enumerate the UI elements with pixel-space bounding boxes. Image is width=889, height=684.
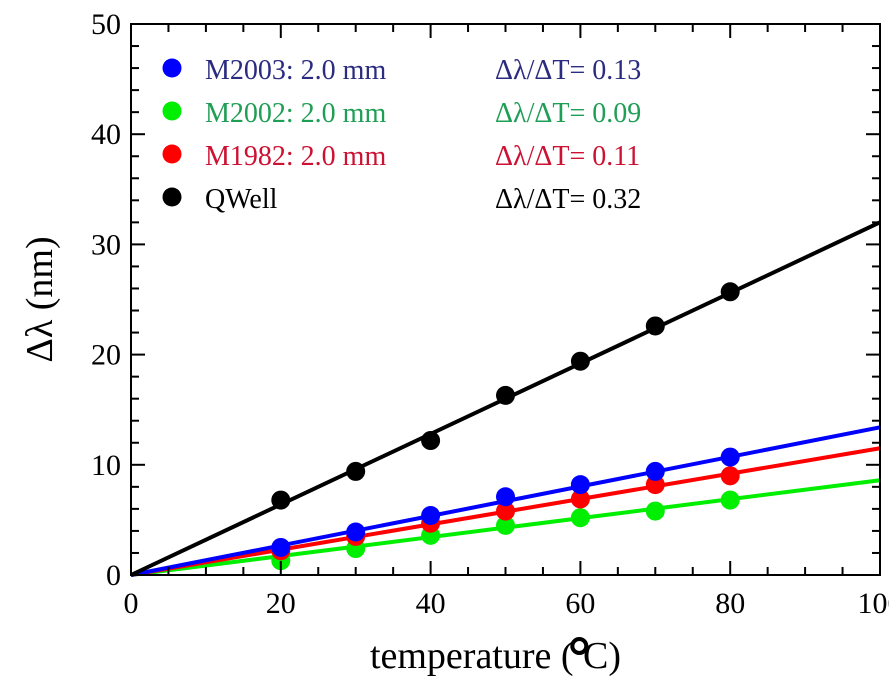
legend-slope: Δλ/ΔT= 0.09 [495,98,641,129]
data-point [346,461,366,481]
legend-marker [162,187,182,207]
data-point [271,490,291,510]
x-tick-label: 100 [858,587,889,620]
x-axis-title-text: temperature ( [370,635,574,677]
legend-slope: Δλ/ΔT= 0.32 [495,184,641,215]
data-point [496,501,515,521]
x-tick-label: 20 [266,587,296,620]
x-axis-title: temperature ( C) [370,635,621,677]
data-point [346,522,366,542]
y-axis-title: Δλ (nm) [19,236,61,362]
data-point [496,385,515,405]
data-point [720,447,740,467]
data-point [645,501,665,521]
data-point [421,505,441,525]
data-point [421,431,441,451]
data-point [271,537,291,557]
data-point [496,515,515,535]
y-tick-label: 20 [91,339,121,372]
data-point [645,475,665,495]
legend-label: M1982: 2.0 mm [205,141,386,172]
data-point [496,487,515,507]
data-point [720,466,740,486]
x-tick-label: 0 [124,587,139,620]
tick-labels: 0 20 40 60 80 100 0 10 20 30 40 50 [91,8,889,620]
y-tick-label: 40 [91,118,121,151]
data-point [645,316,665,336]
data-point [720,490,740,510]
data-point [570,489,590,509]
x-tick-label: 80 [715,587,745,620]
legend-marker [162,101,182,121]
data-points [271,282,740,571]
data-point [570,508,590,528]
legend-label: M2003: 2.0 mm [205,55,386,86]
y-tick-label: 50 [91,8,121,41]
legend-marker [162,58,182,78]
legend-slope: Δλ/ΔT= 0.11 [495,141,640,172]
data-point [645,461,665,481]
y-tick-label: 30 [91,228,121,261]
legend-label: QWell [205,184,278,215]
x-axis-title-unit: C) [583,635,621,677]
legend: M2003: 2.0 mm Δλ/ΔT= 0.13 M2002: 2.0 mm Δλ/… [162,55,641,215]
legend-label: M2002: 2.0 mm [205,98,386,129]
data-point [570,351,590,371]
degree-symbol [570,637,589,655]
y-tick-label: 10 [91,449,121,482]
legend-slope: Δλ/ΔT= 0.13 [495,55,641,86]
x-tick-label: 40 [416,587,446,620]
x-tick-label: 60 [565,587,595,620]
y-tick-label: 0 [106,559,121,592]
legend-marker [162,144,182,164]
data-point [720,282,740,302]
data-point [570,475,590,495]
axis-ticks [130,23,881,576]
